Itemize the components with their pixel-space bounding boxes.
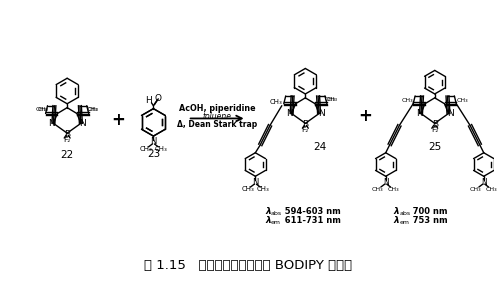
Text: CH₃: CH₃ [456,98,468,103]
Text: 23: 23 [147,149,160,159]
Text: abs: abs [400,211,410,216]
Text: λ: λ [394,216,400,225]
Text: 图 1.15   单和双苯乙烯取代的 BODIPY 的合成: 图 1.15 单和双苯乙烯取代的 BODIPY 的合成 [144,259,352,272]
Text: CH₃: CH₃ [388,187,400,192]
Text: CH₃: CH₃ [88,107,99,112]
Text: λ: λ [265,216,271,225]
Text: AcOH, piperidine: AcOH, piperidine [179,104,256,113]
Text: em: em [400,220,409,225]
Text: CH₃: CH₃ [372,187,384,192]
Text: toluene: toluene [202,112,232,121]
Text: 22: 22 [60,150,74,160]
Text: N: N [416,109,422,118]
Text: N: N [80,119,86,128]
Text: B: B [432,120,438,129]
Text: CH₃: CH₃ [486,187,498,192]
Text: CH₃: CH₃ [470,187,482,192]
Text: B: B [64,130,70,139]
Text: N: N [481,178,486,187]
Text: F₂: F₂ [64,137,71,143]
Text: Δ, Dean Stark trap: Δ, Dean Stark trap [177,120,257,129]
Text: CH₃: CH₃ [257,186,270,192]
Text: 611-731 nm: 611-731 nm [279,216,341,225]
Text: CH₃: CH₃ [155,146,168,152]
Text: CH₃: CH₃ [35,107,46,112]
Text: +: + [358,106,372,124]
Text: 700 nm: 700 nm [408,207,448,216]
Text: +: + [111,111,125,130]
Text: N: N [447,109,454,118]
Text: F₂: F₂ [431,127,438,133]
Text: N: N [318,109,324,118]
Text: CH₃: CH₃ [241,186,254,192]
Text: CH₃: CH₃ [402,98,413,103]
Text: CH₃: CH₃ [86,107,97,112]
Text: 753 nm: 753 nm [408,216,448,225]
Text: N: N [150,137,156,146]
Text: abs: abs [271,211,282,216]
Text: λ: λ [265,207,271,216]
Text: λ: λ [394,207,400,216]
Text: F₂: F₂ [302,127,309,133]
Text: 594-603 nm: 594-603 nm [279,207,340,216]
Text: N: N [383,178,388,187]
Text: N: N [48,119,55,128]
Text: N: N [252,178,258,187]
Text: N: N [286,109,293,118]
Text: H: H [145,96,152,105]
Text: em: em [271,220,281,225]
Text: CH₃: CH₃ [324,97,336,102]
Text: 24: 24 [314,142,326,152]
Text: CH₃: CH₃ [270,99,282,105]
Text: O: O [155,94,162,103]
Text: 25: 25 [428,142,442,152]
Text: CH₃: CH₃ [139,146,152,152]
Text: CH₃: CH₃ [37,107,48,112]
Text: CH₃: CH₃ [326,97,338,102]
Text: B: B [302,120,308,129]
